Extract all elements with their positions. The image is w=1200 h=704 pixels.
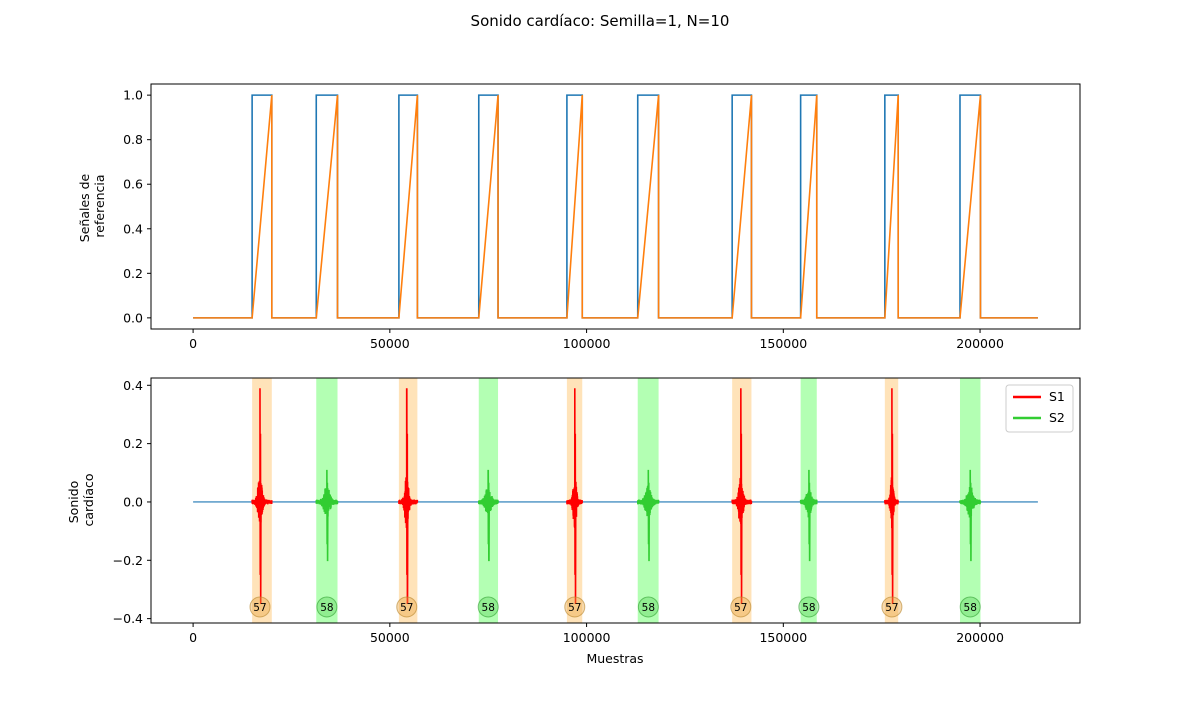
heart-sound-lines (193, 388, 1038, 605)
reference-signal-lines (193, 94, 1038, 319)
heart-sound-x-tick-label: 50000 (370, 630, 410, 645)
reference-x-tick-label: 150000 (759, 336, 807, 351)
reference-y-ticks: 0.0 0.2 0.4 0.6 0.8 1.0 (123, 88, 151, 325)
reference-y-tick-label: 0.2 (123, 266, 143, 281)
heart-sound-x-label: Muestras (586, 651, 643, 666)
heart-sound-x-tick-label: 0 (189, 630, 197, 645)
reference-x-tick-label: 50000 (370, 336, 410, 351)
heart-sound-axes-frame (150, 377, 1081, 624)
heart-sound-x-tick-label: 150000 (759, 630, 807, 645)
reference-y-tick-label: 0.6 (123, 177, 143, 192)
s2-waveform (315, 469, 339, 562)
event-badges: 57 58 57 58 57 58 57 58 57 58 (249, 596, 981, 618)
reference-x-tick-label: 0 (189, 336, 197, 351)
s1-badge (881, 596, 903, 618)
s1-badge (396, 596, 418, 618)
event-badge-label: 57 (400, 602, 413, 614)
reference-y-tick-label: 1.0 (123, 88, 143, 103)
reference-y-label: Señales de referencia (77, 170, 107, 242)
heart-sound-y-label: Sonido cardíaco (66, 473, 96, 526)
s2-waveform (636, 469, 660, 562)
event-bands (252, 378, 981, 623)
heart-sound-y-tick-label: 0.2 (123, 436, 143, 451)
reference-x-tick-label: 200000 (956, 336, 1004, 351)
event-badge-label: 57 (253, 602, 266, 614)
heart-sound-axes: 57 58 57 58 57 58 57 58 57 58 0 50000 100000 150000 2… (66, 377, 1081, 666)
s1-waveform (884, 388, 900, 605)
event-badge-label: 58 (802, 602, 815, 614)
s1-waveform (566, 388, 584, 605)
figure-title: Sonido cardíaco: Semilla=1, N=10 (471, 12, 730, 30)
heart-sound-x-ticks: 0 50000 100000 150000 200000 (189, 623, 1004, 645)
event-badge-label: 57 (885, 602, 898, 614)
heart-sound-y-tick-label: −0.4 (113, 611, 143, 626)
s1-waveform (251, 388, 273, 605)
event-badge-label: 58 (482, 602, 495, 614)
reference-signals-axes: 0 50000 100000 150000 200000 0.0 0.2 0.4 0.6 0.8… (77, 83, 1081, 351)
s2-badge (959, 596, 981, 618)
s2-badge (477, 596, 499, 618)
heart-sound-x-tick-label: 200000 (956, 630, 1004, 645)
legend-s2-label: S2 (1049, 410, 1065, 425)
legend-s1-label: S1 (1049, 389, 1065, 404)
s1-badge (730, 596, 752, 618)
s2-waveform (799, 469, 818, 562)
heart-sound-y-tick-label: 0.4 (123, 378, 143, 393)
s1-badge (564, 596, 586, 618)
s2-badge (637, 596, 659, 618)
event-badge-label: 58 (642, 602, 655, 614)
reference-axes-frame (150, 83, 1081, 330)
s1-badge (249, 596, 271, 618)
event-badge-label: 58 (964, 602, 977, 614)
reference-y-tick-label: 0.0 (123, 310, 143, 325)
s1-waveform (731, 388, 753, 605)
reference-x-ticks: 0 50000 100000 150000 200000 (189, 329, 1004, 351)
heart-sound-x-tick-label: 100000 (563, 630, 611, 645)
reference-y-tick-label: 0.4 (123, 221, 143, 236)
s2-waveform (477, 469, 499, 562)
heart-sound-y-tick-label: −0.2 (113, 553, 143, 568)
s1-waveform (398, 388, 419, 605)
s2-waveform (959, 469, 982, 562)
event-badge-label: 57 (568, 602, 581, 614)
s2-badge (316, 596, 338, 618)
s2-badge (798, 596, 820, 618)
event-badge-label: 57 (734, 602, 747, 614)
event-badge-label: 58 (320, 602, 333, 614)
heart-sound-y-tick-label: 0.0 (123, 494, 143, 509)
legend: S1 S2 (1005, 384, 1074, 433)
heart-sound-y-ticks: −0.4 −0.2 0.0 0.2 0.4 (113, 378, 151, 626)
ramp-series-line (193, 95, 1038, 319)
reference-y-tick-label: 0.8 (123, 132, 143, 147)
reference-x-tick-label: 100000 (563, 336, 611, 351)
